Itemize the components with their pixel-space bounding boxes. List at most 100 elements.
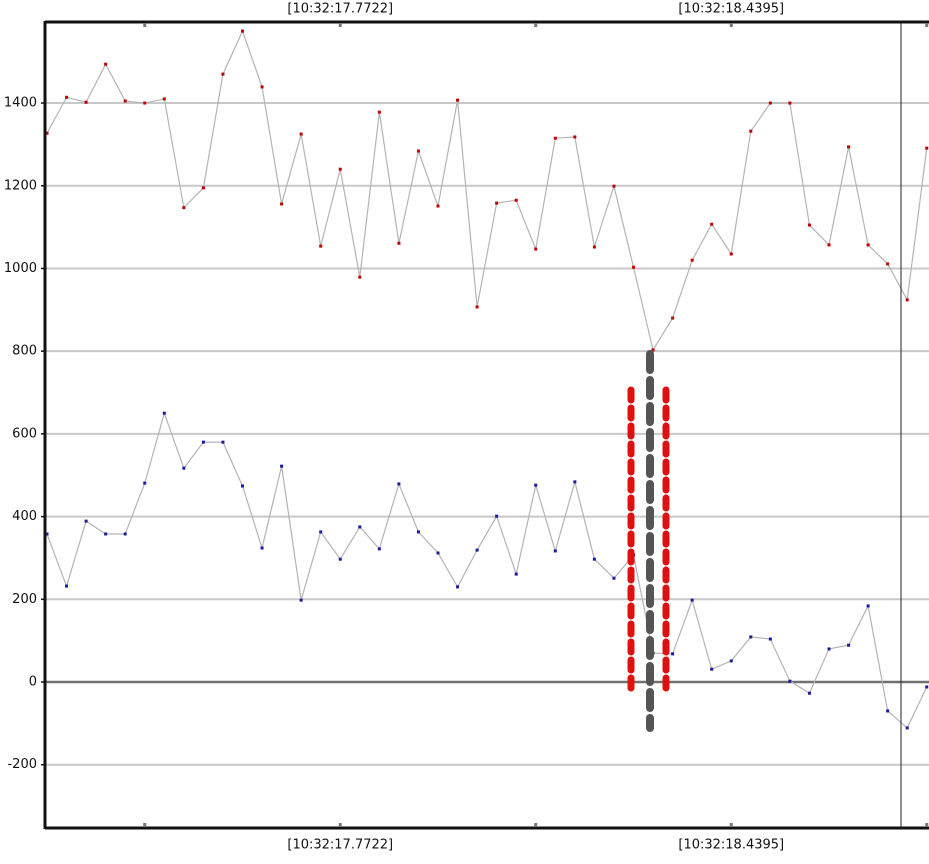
data-point (690, 258, 694, 262)
data-point (104, 62, 108, 66)
data-point (671, 652, 675, 656)
x-tick-label-bottom: [10:32:17.7722] (287, 838, 393, 853)
data-point (788, 679, 792, 683)
data-point (319, 244, 323, 248)
data-point (377, 547, 381, 551)
data-point (925, 146, 929, 150)
data-point (45, 131, 49, 135)
data-point (241, 484, 244, 488)
data-point (807, 691, 811, 695)
data-point (592, 245, 596, 249)
data-point (338, 557, 342, 561)
data-point (436, 551, 440, 555)
data-point (299, 598, 303, 602)
data-point (612, 184, 616, 188)
data-point (162, 411, 166, 415)
data-point (299, 132, 303, 136)
y-tick-label: 1400 (4, 96, 37, 111)
data-point (553, 549, 557, 553)
data-point (886, 709, 890, 713)
y-tick-label: 0 (29, 675, 37, 690)
data-point (905, 298, 909, 302)
data-point (416, 530, 420, 534)
x-tick-label-bottom: [10:32:18.4395] (678, 838, 784, 853)
series-line (46, 411, 928, 729)
data-point (143, 101, 147, 105)
data-point (65, 95, 69, 99)
data-point (280, 202, 284, 206)
data-point (397, 241, 401, 245)
data-point (495, 514, 499, 518)
data-point (807, 223, 811, 227)
data-point (456, 585, 460, 589)
data-point (143, 481, 147, 485)
data-point (690, 598, 694, 602)
data-point (827, 243, 831, 247)
data-point (123, 532, 127, 536)
grid (45, 102, 929, 766)
y-tick-label: 400 (12, 509, 37, 524)
data-point (788, 101, 792, 105)
data-point (632, 265, 635, 269)
y-tick-label: 800 (12, 344, 37, 359)
data-point (104, 532, 108, 536)
highlight-markers (627, 350, 670, 732)
data-point (358, 275, 362, 279)
y-tick-label: 1000 (4, 261, 37, 276)
data-point (534, 483, 538, 487)
data-point (84, 519, 88, 523)
data-point (84, 100, 88, 104)
data-point (925, 685, 929, 689)
y-tick-label: 200 (12, 592, 37, 607)
data-point (221, 440, 225, 444)
data-point (749, 129, 753, 133)
data-point (514, 198, 518, 202)
data-point (534, 247, 538, 251)
data-point (866, 604, 870, 608)
data-point (553, 136, 557, 140)
data-point (377, 110, 381, 114)
data-point (201, 440, 205, 444)
y-tick-label: 1200 (4, 178, 37, 193)
x-tick-label-top: [10:32:18.4395] (678, 2, 784, 17)
data-point (182, 466, 186, 470)
data-point (710, 667, 714, 671)
data-point (260, 546, 264, 550)
data-point (319, 530, 323, 534)
data-point (866, 243, 870, 247)
data-point (280, 464, 284, 468)
plot-area (45, 29, 929, 730)
data-point (241, 29, 244, 33)
data-point (397, 482, 401, 486)
data-point (495, 201, 499, 205)
data-point (358, 525, 362, 529)
data-point (65, 584, 69, 588)
data-point (475, 305, 479, 309)
data-point (768, 637, 772, 641)
y-tick-label: -200 (7, 757, 37, 772)
data-point (729, 252, 733, 256)
data-point (671, 316, 675, 320)
data-point (260, 85, 264, 89)
data-point (592, 557, 596, 561)
y-tick-label: 600 (12, 426, 37, 441)
data-point (827, 647, 831, 651)
data-point (338, 167, 342, 171)
data-point (768, 101, 772, 105)
data-point (221, 72, 225, 76)
data-point (201, 186, 205, 190)
frame (43, 20, 929, 830)
data-point (416, 149, 420, 153)
data-point (749, 635, 753, 639)
data-point (573, 135, 577, 139)
data-point (475, 548, 479, 552)
data-point (45, 532, 49, 536)
data-point (886, 262, 890, 266)
data-point (729, 659, 733, 663)
data-point (905, 726, 909, 730)
data-point (182, 206, 186, 210)
data-point (847, 643, 851, 647)
labels: -200 0 200 400 600 800 1000 1200 1400 [10:32:17.7… (4, 2, 929, 853)
